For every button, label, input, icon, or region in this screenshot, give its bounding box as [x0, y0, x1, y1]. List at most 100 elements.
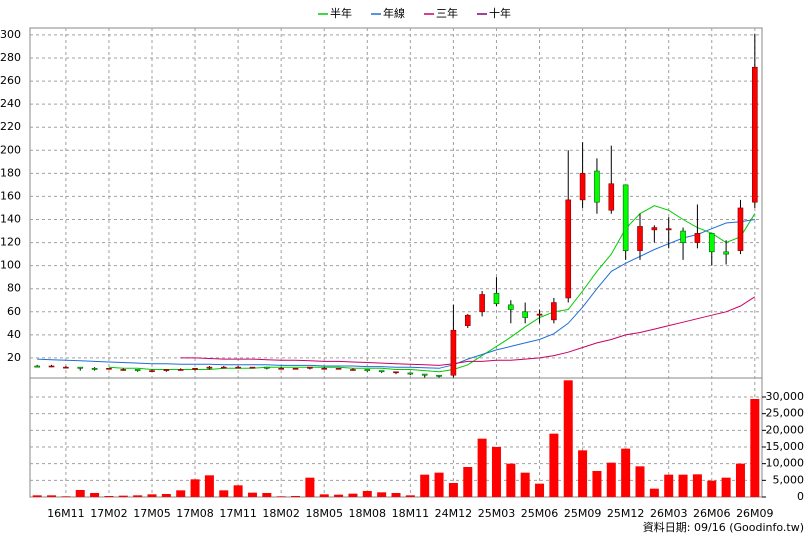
y2-tick-label: 10,000: [766, 457, 805, 470]
candle-body: [752, 66, 758, 203]
volume-bar: [348, 493, 358, 497]
candle-body: [48, 365, 55, 368]
candle-body: [694, 233, 701, 243]
volume-bar: [104, 496, 114, 497]
y2-tick-label: 5,000: [773, 473, 805, 486]
x-tick-label: 25M09: [564, 507, 602, 520]
x-tick-label: 18M11: [392, 507, 430, 520]
volume-bar: [563, 380, 573, 497]
price-panel: [29, 27, 763, 379]
volume-bar: [606, 462, 616, 497]
candle-body: [63, 366, 69, 369]
volume-bar: [61, 496, 71, 497]
candle-body: [493, 293, 500, 305]
y-tick-label: 200: [0, 143, 21, 156]
volume-bar: [678, 474, 688, 497]
candle-body: [120, 369, 127, 371]
y-tick-label: 220: [0, 120, 21, 133]
x-tick-label: 25M06: [521, 507, 559, 520]
volume-bar: [90, 493, 100, 497]
volume-bar: [190, 479, 200, 497]
volume-bar: [377, 492, 387, 497]
volume-bar: [578, 450, 588, 497]
candle-body: [321, 368, 328, 370]
candle-body: [665, 228, 672, 231]
volume-bar: [233, 485, 243, 497]
y2-tick-label: 25,000: [766, 407, 805, 420]
volume-bar: [334, 494, 344, 497]
volume-bar: [161, 494, 171, 497]
volume-panel: [29, 377, 763, 498]
volume-bar: [176, 490, 186, 497]
volume-bar: [520, 472, 530, 497]
volume-bar: [391, 493, 401, 497]
x-tick-label: 18M02: [262, 507, 300, 520]
candle-body: [350, 369, 356, 371]
volume-bar: [291, 496, 301, 497]
volume-bar: [535, 483, 545, 497]
ma-line: [180, 296, 756, 366]
volume-bar: [32, 495, 42, 497]
y-tick-label: 180: [0, 166, 21, 179]
volume-bar: [405, 495, 415, 497]
candle-body: [77, 366, 84, 369]
volume-bar: [463, 467, 473, 497]
volume-bar: [721, 477, 731, 497]
volume-bar: [448, 483, 458, 497]
y2-tick-label: 0: [797, 490, 804, 503]
legend-label: 三年: [436, 6, 458, 20]
candle-body: [522, 311, 528, 318]
volume-bar: [219, 490, 229, 497]
y-tick-label: 240: [0, 97, 21, 110]
candle-body: [393, 371, 399, 374]
volume-bar: [750, 399, 760, 497]
volume-bar: [477, 438, 487, 497]
volume-bar: [434, 472, 444, 497]
volume-bar: [319, 494, 329, 497]
y-tick-label: 160: [0, 189, 21, 202]
y-tick-label: 140: [0, 212, 21, 225]
x-tick-label: 25M03: [478, 507, 516, 520]
candle-body: [206, 366, 213, 369]
candle-body: [378, 370, 385, 373]
y-tick-label: 280: [0, 51, 21, 64]
volume-bar: [47, 495, 57, 497]
x-tick-label: 16M11: [47, 507, 85, 520]
y2-tick-label: 30,000: [766, 390, 805, 403]
y-tick-label: 80: [7, 282, 21, 295]
x-tick-label: 25M12: [607, 507, 645, 520]
candle-body: [134, 369, 141, 371]
x-tick-label: 26M09: [736, 507, 774, 520]
ma-line: [37, 219, 755, 369]
volume-bar: [621, 448, 631, 497]
candle-body: [737, 207, 744, 251]
candle-body: [149, 370, 155, 372]
x-tick-label: 17M02: [90, 507, 128, 520]
x-tick-label: 17M08: [176, 507, 214, 520]
y-tick-label: 20: [7, 351, 21, 364]
volume-bar: [491, 447, 501, 497]
y-tick-label: 60: [7, 305, 21, 318]
volume-bar: [204, 475, 214, 497]
candle-body: [565, 199, 572, 299]
candle-body: [450, 329, 457, 376]
volume-bar: [549, 433, 559, 497]
candle-body: [364, 369, 371, 371]
volume-bar: [420, 474, 430, 497]
candle-body: [708, 233, 715, 253]
volume-bar: [276, 496, 286, 497]
x-tick-label: 26M03: [650, 507, 688, 520]
candle-body: [220, 366, 227, 369]
x-tick-label: 26M06: [693, 507, 731, 520]
x-tick-label: 18M05: [305, 507, 343, 520]
candle-body: [680, 230, 686, 243]
y-tick-label: 260: [0, 74, 21, 87]
candle-body: [91, 368, 98, 370]
candle-body: [608, 183, 615, 211]
y-tick-label: 300: [0, 28, 21, 41]
volume-bar: [247, 492, 257, 497]
candle-body: [264, 366, 270, 369]
candle-body: [106, 368, 112, 370]
legend-label: 半年: [330, 6, 352, 20]
